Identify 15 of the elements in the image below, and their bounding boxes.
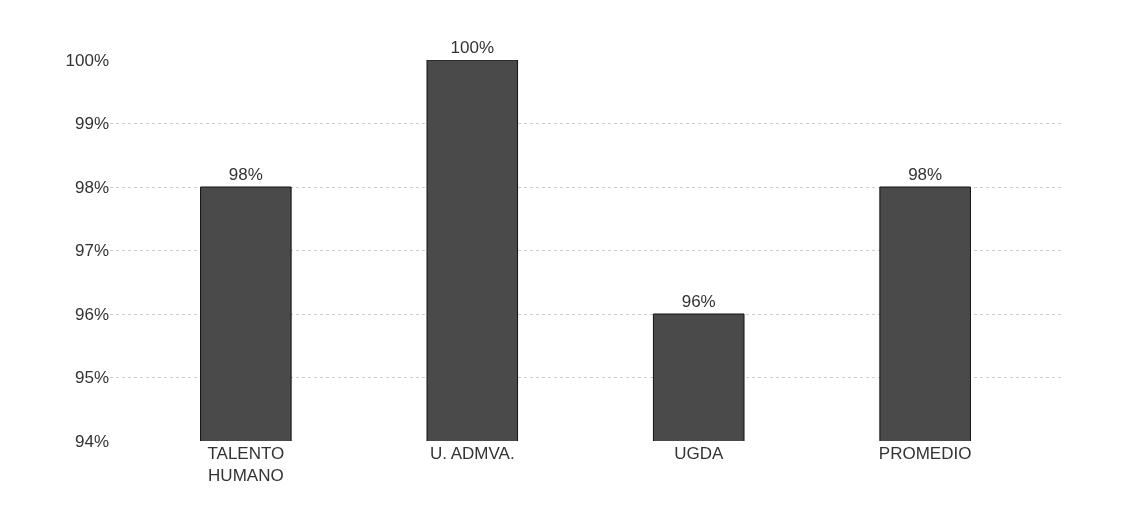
x-tick-label: U. ADMVA. <box>429 444 515 463</box>
y-tick-label: 97% <box>74 241 109 261</box>
y-tick-label: 100% <box>65 50 109 70</box>
x-tick-label: PROMEDIO <box>878 444 972 463</box>
y-tick-label: 94% <box>74 431 109 451</box>
y-tick-label: 98% <box>74 177 109 197</box>
x-tick-label: UGDA <box>674 444 724 463</box>
data-label: 100% <box>450 38 495 57</box>
data-label: 96% <box>681 292 716 311</box>
data-label: 98% <box>228 165 263 184</box>
y-tick-label: 96% <box>74 304 109 324</box>
y-tick-label: 99% <box>74 114 109 134</box>
data-label: 98% <box>908 165 943 184</box>
x-tick-label: TALENTO HUMANO <box>207 444 285 486</box>
y-tick-label: 95% <box>74 368 109 388</box>
